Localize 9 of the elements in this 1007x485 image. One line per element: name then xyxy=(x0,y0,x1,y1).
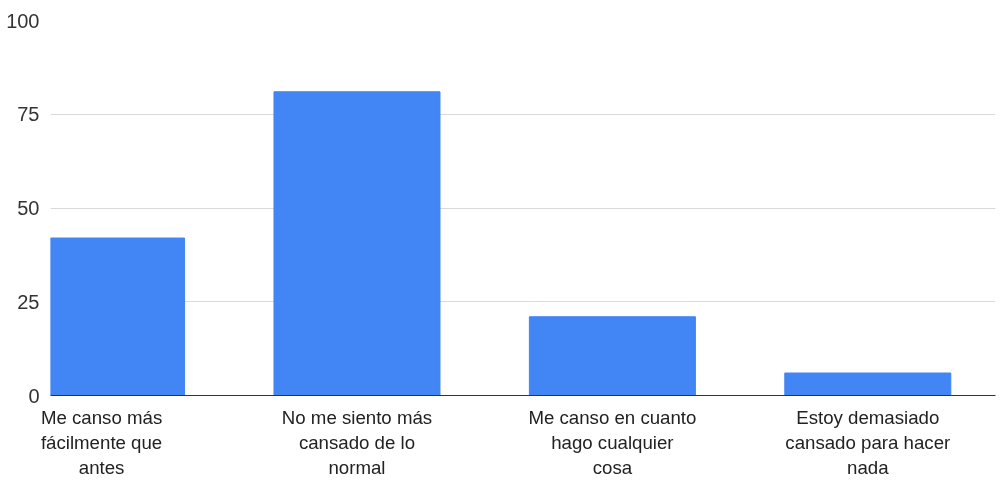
x-tick-label: No me siento más cansado de lo normal xyxy=(281,406,433,478)
y-tick-label: 50 xyxy=(17,197,40,219)
x-tick-label: Estoy demasiado cansado para hacer nada xyxy=(785,406,951,478)
x-tick-label: Me canso en cuanto hago cualquier cosa xyxy=(528,406,697,478)
x-tick-label: Me canso más fácilmente que antes xyxy=(40,406,163,478)
y-tick-label: 75 xyxy=(17,103,40,126)
y-tick-label: 25 xyxy=(17,290,40,313)
y-tick-label: 100 xyxy=(6,9,40,32)
y-tick-label: 0 xyxy=(28,384,40,407)
